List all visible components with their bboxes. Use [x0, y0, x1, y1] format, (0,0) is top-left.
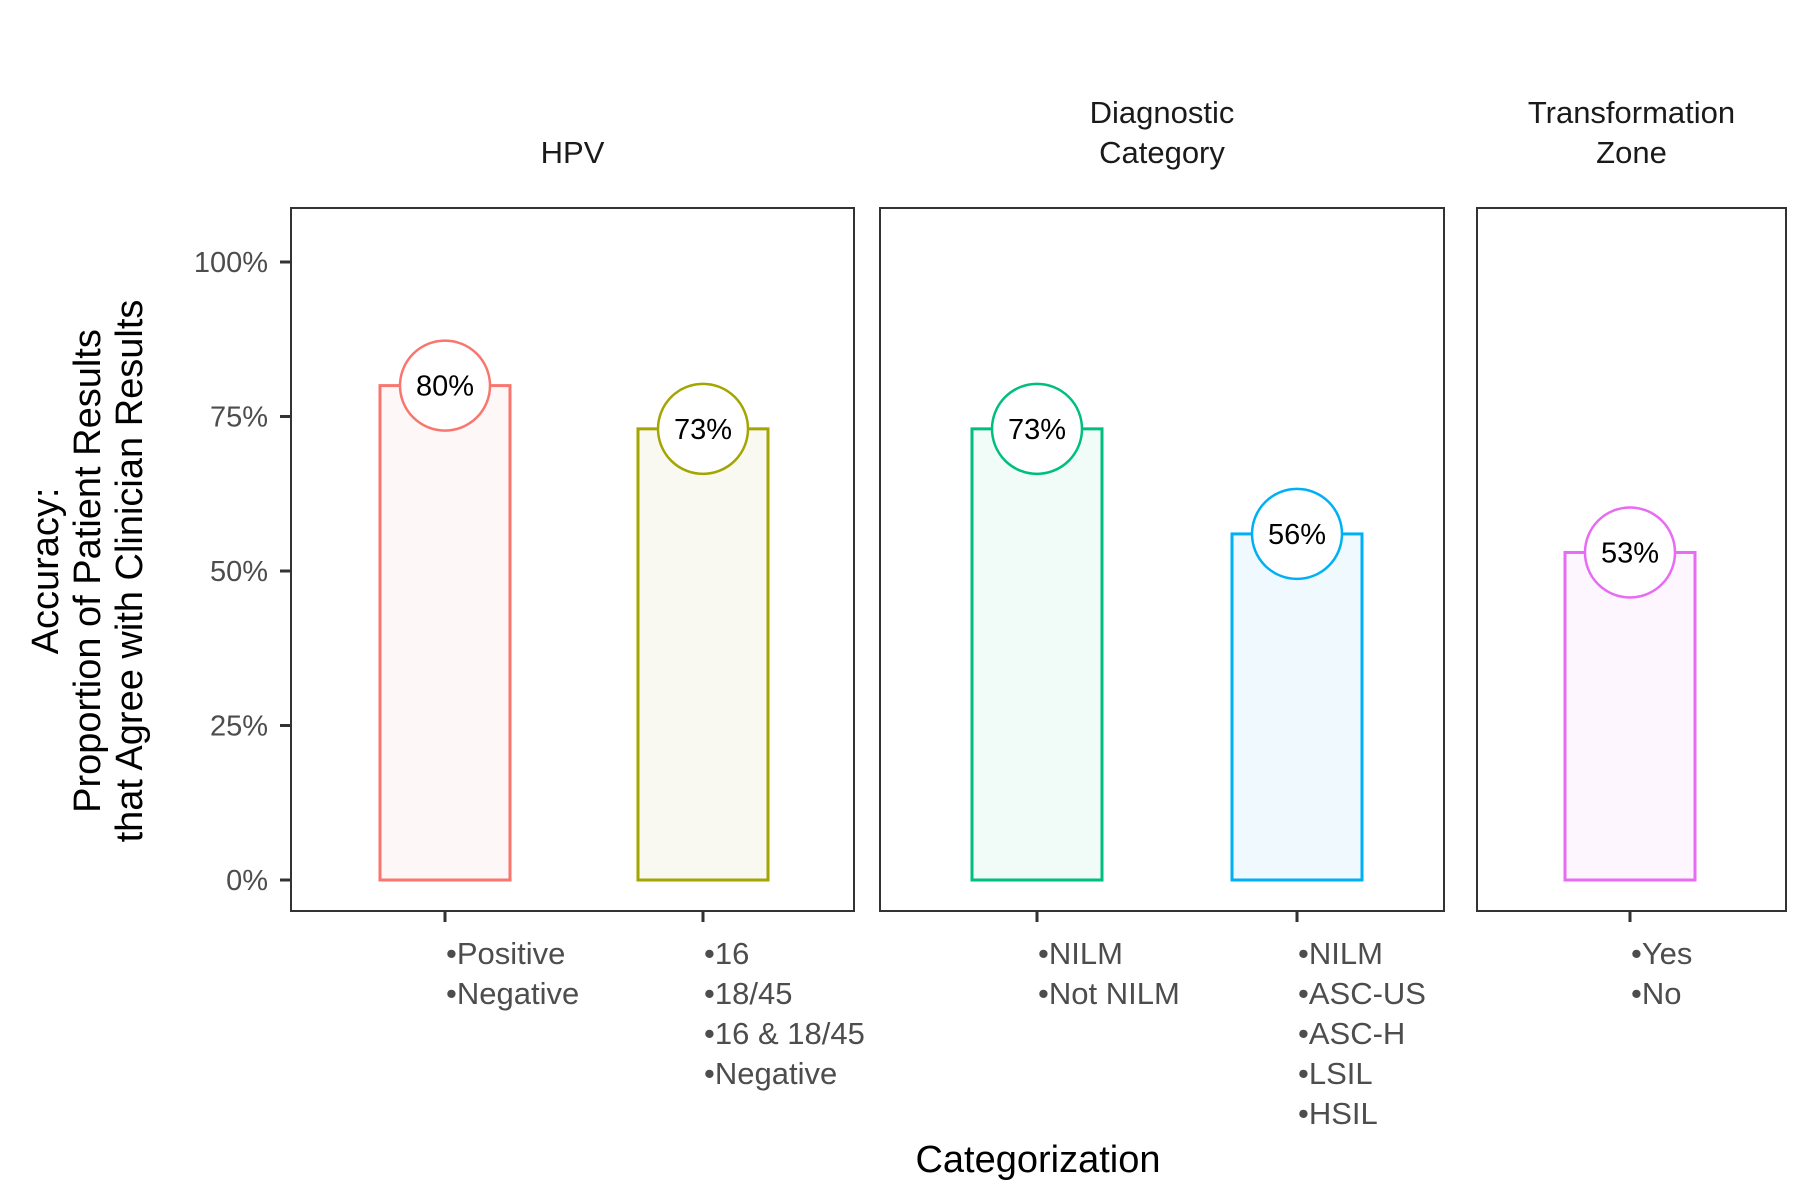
facet-label: Category — [1099, 135, 1225, 170]
data-label: 80% — [416, 371, 474, 403]
panel-border — [290, 207, 855, 912]
facet-panel-hpv: HPV 80% •Positive •Negative 73% •16 •18/45 •16 … — [290, 135, 865, 1091]
facet-label: HPV — [541, 135, 605, 170]
x-tick-label-line: •16 — [704, 936, 749, 971]
x-tick-label: •NILM •Not NILM — [1038, 936, 1180, 1011]
data-label-circle — [1583, 506, 1677, 599]
x-tick-label-line: •Negative — [704, 1056, 837, 1091]
bar — [1563, 550, 1697, 882]
x-tick-label-line: •HSIL — [1298, 1096, 1378, 1131]
x-tick-label: •16 •18/45 •16 & 18/45 •Negative — [704, 936, 865, 1091]
x-tick-label: •NILM •ASC-US •ASC-H •LSIL •HSIL — [1298, 936, 1426, 1131]
bar — [1230, 532, 1364, 882]
facet-panel-diagnostic-category: Diagnostic Category 73% •NILM •Not NILM 56% •N… — [879, 95, 1445, 1131]
data-label: 53% — [1601, 537, 1659, 569]
data-label-circle — [656, 382, 750, 476]
x-tick-label-line: •LSIL — [1298, 1056, 1373, 1091]
data-label-circle — [990, 382, 1084, 476]
facet-panel-transformation-zone: Transformation Zone 53% •Yes •No — [1476, 95, 1787, 1011]
x-tick-label-line: •No — [1631, 976, 1681, 1011]
y-axis-title-line: Accuracy: — [25, 488, 67, 655]
x-tick-label-line: •Not NILM — [1038, 976, 1180, 1011]
y-tick-label: 25% — [210, 711, 268, 743]
x-tick-label: •Yes •No — [1631, 936, 1692, 1011]
bar — [970, 427, 1104, 882]
x-tick-label-line: •NILM — [1038, 936, 1123, 971]
y-tick-label: 0% — [226, 865, 268, 897]
x-tick-label-line: •18/45 — [704, 976, 792, 1011]
y-axis-title: Accuracy: Proportion of Patient Results th… — [25, 300, 151, 843]
x-tick-label-line: •Yes — [1631, 936, 1692, 971]
facet-label: Diagnostic — [1090, 95, 1235, 130]
x-axis-title: Categorization — [915, 1139, 1160, 1181]
x-tick-label-line: •Positive — [446, 936, 565, 971]
y-tick-label: 75% — [210, 402, 268, 434]
y-axis-title-line: Proportion of Patient Results — [67, 329, 109, 813]
x-tick-label-line: •ASC-US — [1298, 976, 1426, 1011]
data-label: 56% — [1268, 519, 1326, 551]
facet-label: Transformation — [1528, 95, 1735, 130]
x-tick-label-line: •ASC-H — [1298, 1016, 1405, 1051]
y-tick-label: 100% — [194, 247, 268, 279]
data-label: 73% — [674, 414, 732, 446]
x-tick-label-line: •NILM — [1298, 936, 1383, 971]
y-tick-label: 50% — [210, 556, 268, 588]
y-axis: 0% 25% 50% 75% 100% — [194, 247, 291, 897]
panel-border — [879, 207, 1445, 912]
y-axis-title-line: that Agree with Clinician Results — [109, 300, 151, 843]
panel-border — [1476, 207, 1787, 912]
data-label-circle — [1250, 487, 1344, 581]
data-label: 73% — [1008, 414, 1066, 446]
facet-label: Zone — [1596, 135, 1667, 170]
facet-panels: HPV 80% •Positive •Negative 73% •16 •18/45 •16 … — [290, 95, 1787, 1131]
x-tick-label: •Positive •Negative — [446, 936, 579, 1011]
bar — [636, 427, 770, 882]
x-tick-label-line: •Negative — [446, 976, 579, 1011]
x-tick-label-line: •16 & 18/45 — [704, 1016, 865, 1051]
data-label-circle — [398, 339, 492, 432]
bar — [378, 384, 512, 882]
